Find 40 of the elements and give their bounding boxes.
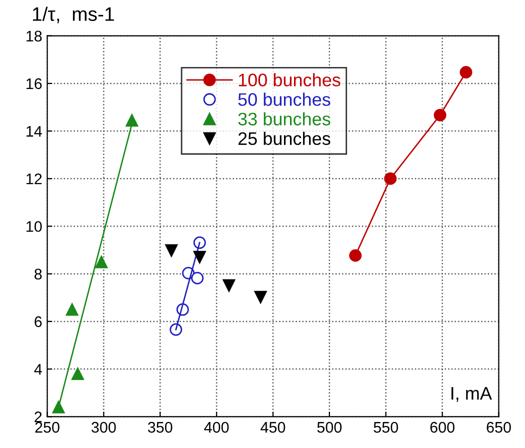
point bbox=[95, 256, 108, 268]
point bbox=[349, 249, 362, 262]
x-axis-title: I, mA bbox=[452, 387, 492, 402]
y-tick-label: 4 bbox=[34, 364, 42, 375]
y-axis-title: 1/τ, ms-1 bbox=[32, 6, 114, 24]
y-tick-label: 8 bbox=[34, 268, 42, 280]
point bbox=[254, 290, 267, 304]
point bbox=[193, 250, 206, 264]
legend-label: 25 bunches bbox=[238, 132, 330, 146]
legend-label: 33 bunches bbox=[238, 112, 330, 126]
x-tick-label: 300 bbox=[92, 422, 116, 433]
point bbox=[71, 368, 84, 380]
point bbox=[434, 108, 446, 122]
point bbox=[165, 244, 178, 257]
point bbox=[191, 272, 204, 284]
point bbox=[66, 303, 78, 316]
point bbox=[170, 323, 182, 336]
legend-label: 100 bunches bbox=[238, 73, 340, 86]
x-tick-label: 650 bbox=[486, 422, 511, 433]
x-tick-label: 500 bbox=[317, 422, 342, 433]
point bbox=[126, 114, 138, 127]
x-tick-label: 250 bbox=[35, 422, 60, 433]
point bbox=[193, 236, 206, 249]
y-tick-label: 12 bbox=[26, 174, 42, 184]
x-tick-label: 550 bbox=[374, 422, 398, 433]
point bbox=[460, 66, 472, 79]
x-tick-label: 450 bbox=[260, 422, 286, 433]
legend-label: 50 bunches bbox=[238, 92, 330, 106]
y-tick-label: 14 bbox=[26, 126, 42, 137]
y-tick-label: 18 bbox=[26, 30, 42, 42]
y-tick-label: 2 bbox=[34, 412, 42, 422]
point bbox=[52, 400, 65, 414]
y-tick-label: 10 bbox=[26, 221, 42, 232]
x-tick-label: 600 bbox=[430, 422, 454, 433]
point bbox=[384, 172, 397, 185]
x-tick-label: 350 bbox=[148, 422, 172, 433]
point bbox=[222, 279, 236, 292]
x-tick-label: 400 bbox=[204, 422, 229, 433]
y-tick-label: 16 bbox=[26, 78, 42, 90]
y-tick-label: 6 bbox=[34, 316, 42, 328]
